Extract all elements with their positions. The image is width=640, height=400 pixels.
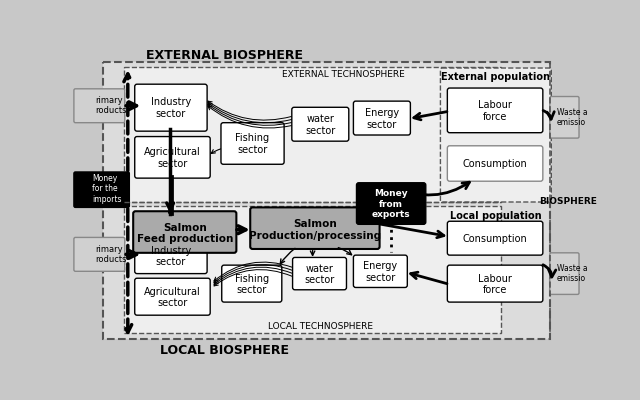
Text: Agricultural
sector: Agricultural sector	[144, 287, 201, 308]
FancyBboxPatch shape	[440, 68, 551, 202]
Text: Industry
sector: Industry sector	[151, 246, 191, 268]
Text: Energy
sector: Energy sector	[364, 261, 397, 283]
Text: water
sector: water sector	[305, 264, 335, 285]
FancyBboxPatch shape	[74, 238, 125, 271]
Text: EXTERNAL TECHNOSPHERE: EXTERNAL TECHNOSPHERE	[282, 70, 404, 80]
FancyBboxPatch shape	[447, 88, 543, 133]
FancyBboxPatch shape	[353, 101, 410, 135]
FancyBboxPatch shape	[550, 253, 579, 294]
Text: Money
for the
imports: Money for the imports	[92, 174, 122, 204]
FancyBboxPatch shape	[221, 123, 284, 164]
Bar	[124, 206, 501, 333]
Text: Agricultural
sector: Agricultural sector	[144, 147, 201, 169]
FancyBboxPatch shape	[447, 221, 543, 255]
Text: External population: External population	[442, 72, 550, 82]
Text: Industry
sector: Industry sector	[151, 97, 191, 119]
FancyBboxPatch shape	[356, 183, 426, 224]
FancyBboxPatch shape	[135, 84, 207, 131]
FancyBboxPatch shape	[447, 265, 543, 302]
Text: Money
from
exports: Money from exports	[372, 190, 410, 219]
Text: LOCAL TECHNOSPHERE: LOCAL TECHNOSPHERE	[268, 322, 372, 331]
FancyBboxPatch shape	[292, 107, 349, 141]
Text: Waste a
emissio: Waste a emissio	[557, 108, 588, 127]
FancyBboxPatch shape	[550, 96, 579, 138]
FancyBboxPatch shape	[447, 146, 543, 181]
FancyBboxPatch shape	[135, 238, 207, 274]
FancyBboxPatch shape	[135, 136, 210, 178]
Text: Fishing
sector: Fishing sector	[235, 274, 269, 295]
Text: Consumption: Consumption	[463, 159, 527, 169]
Text: Salmon
Production/processing: Salmon Production/processing	[249, 219, 381, 240]
FancyBboxPatch shape	[353, 255, 407, 288]
Text: LOCAL BIOSPHERE: LOCAL BIOSPHERE	[159, 344, 289, 357]
FancyBboxPatch shape	[250, 207, 380, 249]
Text: Energy
sector: Energy sector	[365, 108, 399, 130]
Text: Consumption: Consumption	[463, 234, 527, 244]
FancyBboxPatch shape	[292, 258, 346, 290]
Text: BIOSPHERE: BIOSPHERE	[540, 198, 597, 206]
FancyBboxPatch shape	[133, 211, 236, 253]
Text: water
sector: water sector	[305, 114, 335, 136]
FancyBboxPatch shape	[135, 278, 210, 315]
Text: Waste a
emissio: Waste a emissio	[557, 264, 588, 283]
FancyBboxPatch shape	[74, 172, 129, 207]
FancyBboxPatch shape	[221, 265, 282, 302]
Text: EXTERNAL BIOSPHERE: EXTERNAL BIOSPHERE	[145, 49, 303, 62]
Text: Fishing
sector: Fishing sector	[236, 134, 269, 155]
Text: Salmon
Feed production: Salmon Feed production	[136, 223, 233, 244]
Text: Labour
force: Labour force	[478, 100, 512, 122]
FancyBboxPatch shape	[74, 89, 125, 123]
Text: rimary
roducts: rimary roducts	[95, 96, 127, 116]
Text: Labour
force: Labour force	[478, 274, 512, 295]
Text: rimary
roducts: rimary roducts	[95, 245, 127, 264]
Bar	[124, 67, 501, 202]
Text: Local population: Local population	[450, 211, 541, 221]
